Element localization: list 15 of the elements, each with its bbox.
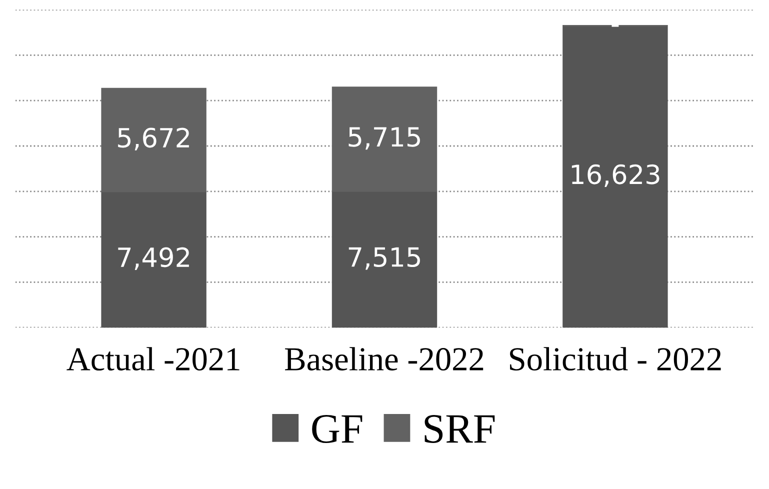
bar — [332, 190, 438, 328]
x-tick-label: Baseline -2022 — [285, 347, 484, 371]
legend-label: SRF — [424, 415, 495, 444]
bar — [562, 25, 668, 328]
bar — [101, 190, 206, 328]
data-label: 7,492 — [118, 247, 189, 270]
bar — [332, 86, 438, 192]
data-label: 16,623 — [572, 164, 660, 188]
x-tick-label: Solicitud - 2022 — [510, 347, 721, 371]
legend-label: GF — [312, 415, 362, 444]
x-tick-label: Actual -2021 — [66, 347, 240, 371]
bar — [101, 88, 206, 192]
data-label: 5,672 — [118, 128, 189, 150]
data-label: 5,715 — [348, 127, 420, 150]
data-label: 7,515 — [348, 247, 420, 270]
